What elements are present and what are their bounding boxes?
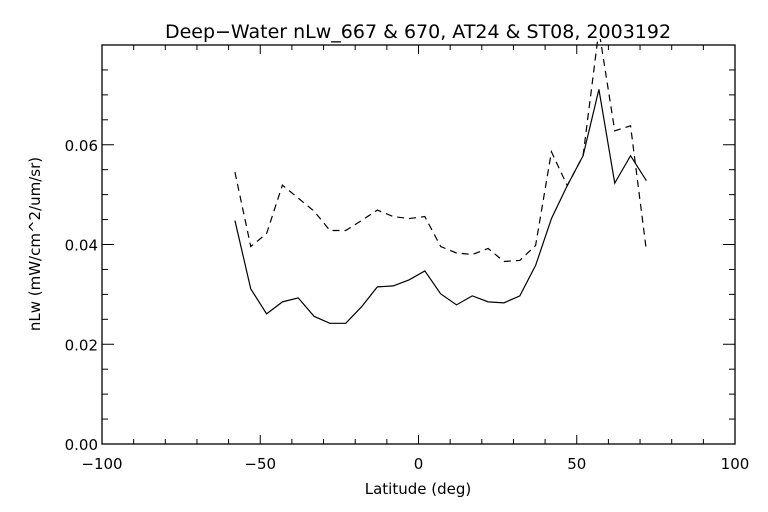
plot-frame: [101, 44, 736, 445]
x-tick-label: 100: [721, 455, 750, 473]
series-line-dashed: [234, 39, 647, 263]
y-axis-label: nLw (mW/cm^2/um/sr): [26, 157, 44, 331]
x-tick-label: −100: [81, 455, 122, 473]
chart-title: Deep−Water nLw_667 & 670, AT24 & ST08, 2…: [165, 21, 671, 43]
x-tick-label: 50: [567, 455, 586, 473]
y-tick-label: 0.06: [65, 137, 98, 155]
x-axis-label: Latitude (deg): [365, 480, 471, 498]
y-tick-label: 0.04: [65, 237, 98, 255]
y-tick-label: 0.02: [65, 336, 98, 354]
y-tick-label: 0.00: [65, 436, 98, 454]
series-line-solid: [234, 89, 647, 324]
x-tick-label: 0: [414, 455, 424, 473]
x-tick-label: −50: [244, 455, 276, 473]
